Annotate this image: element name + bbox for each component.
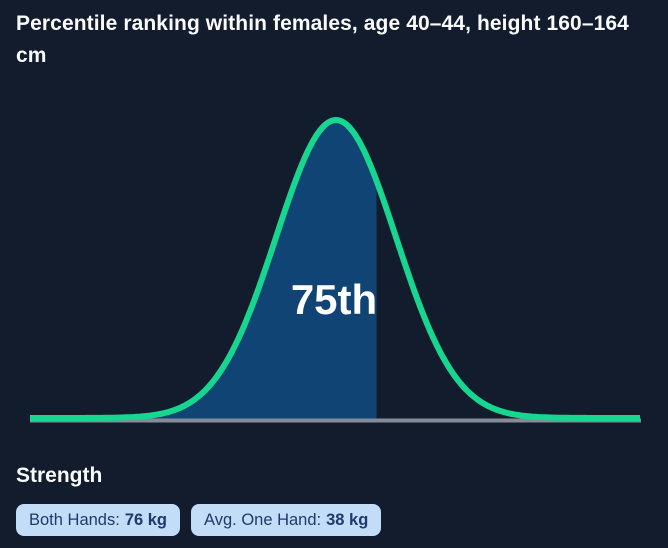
page-title: Percentile ranking within females, age 4…	[16, 12, 629, 67]
bell-curve-line	[29, 117, 641, 421]
avg-one-hand-badge[interactable]: Avg. One Hand: 38 kg	[191, 504, 382, 536]
both-hands-value: 76 kg	[124, 511, 168, 529]
both-hands-badge[interactable]: Both Hands: 76 kg	[16, 504, 181, 536]
stat-badge-row: Both Hands: 76 kg Avg. One Hand: 38 kg	[16, 504, 382, 536]
avg-one-hand-label: Avg. One Hand:	[204, 511, 322, 529]
section-heading: Strength	[16, 464, 103, 487]
bell-curve-svg: 75th	[29, 117, 641, 423]
distribution-chart: 75th	[0, 100, 668, 430]
both-hands-label: Both Hands:	[29, 511, 120, 529]
percentile-label: 75th	[291, 276, 377, 323]
percentile-shaded-area	[30, 120, 377, 420]
avg-one-hand-value: 38 kg	[326, 511, 369, 529]
